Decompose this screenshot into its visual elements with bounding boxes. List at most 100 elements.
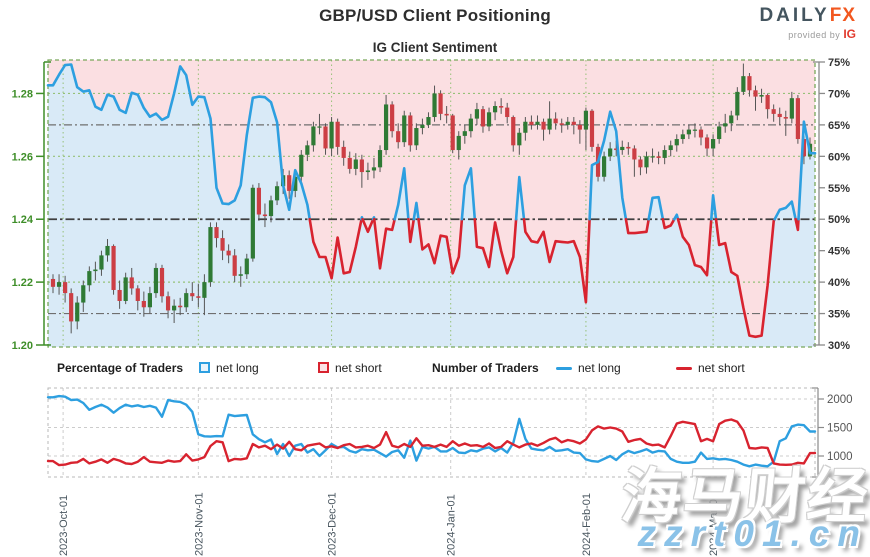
candle-up (81, 285, 86, 303)
candle-down (765, 95, 770, 110)
candle-up (711, 139, 716, 149)
candle-up (608, 148, 613, 157)
candle-up (601, 156, 607, 177)
candles-layer (50, 63, 813, 334)
percent-tick-label: 35% (828, 309, 850, 321)
candle-up (317, 126, 322, 128)
candle-down (704, 137, 710, 149)
watermark-url: zzrt01.cn (637, 513, 868, 554)
candle-down (771, 109, 776, 114)
percent-tick-label: 40% (828, 277, 850, 289)
candle-up (741, 76, 746, 92)
candle-up (244, 258, 249, 275)
candle-down (408, 115, 413, 146)
candle-up (462, 131, 467, 136)
candle-up (93, 269, 98, 272)
candle-down (747, 76, 752, 91)
candle-down (287, 175, 292, 191)
candle-up (184, 293, 189, 308)
candle-up (123, 277, 128, 301)
count-tick-label: 1500 (827, 423, 853, 435)
candle-down (698, 129, 704, 138)
candle-up (456, 135, 461, 151)
net-long-majority-segment (709, 194, 718, 221)
candle-up (723, 123, 728, 127)
chart-subtitle: IG Client Sentiment (372, 40, 498, 55)
net-short-majority-segment (624, 217, 651, 235)
candle-up (329, 121, 334, 149)
candle-down (63, 282, 68, 294)
net-short-majority-segment (361, 217, 375, 234)
candle-up (583, 110, 589, 130)
candle-up (87, 271, 92, 286)
net-short-majority-segment (714, 217, 777, 339)
percent-tick-label: 45% (828, 246, 850, 258)
candle-up (789, 98, 794, 119)
net-short-swatch-icon (318, 362, 329, 373)
net-long-majority-segment (647, 195, 665, 221)
candle-down (656, 156, 661, 158)
candle-up (414, 128, 419, 146)
net-long-majority-segment (412, 201, 420, 221)
date-axis-label: 2024-Feb-01 (581, 493, 593, 556)
candle-down (50, 278, 56, 287)
legend-num-short-label: net short (698, 361, 745, 375)
net-long-majority-segment (588, 110, 628, 221)
candle-up (644, 156, 649, 168)
candle-down (256, 187, 262, 215)
candle-up (680, 134, 685, 140)
candle-up (202, 282, 207, 298)
candle-down (795, 98, 800, 140)
date-axis-label: 2023-Nov-01 (193, 492, 205, 556)
candle-up (75, 302, 80, 322)
candle-down (553, 118, 558, 124)
chart-legend: Percentage of Traders net long net short… (0, 359, 870, 379)
candle-down (341, 146, 346, 158)
candle-up (274, 186, 280, 201)
candle-down (529, 121, 534, 125)
net-long-majority-segment (797, 120, 817, 221)
candle-down (614, 148, 619, 151)
candle-up (523, 121, 528, 133)
legend-pct-short-label: net short (335, 361, 382, 375)
candle-down (589, 110, 595, 147)
candle-down (638, 159, 643, 168)
candle-down (232, 255, 237, 276)
candle-down (577, 124, 582, 130)
candle-down (159, 267, 165, 297)
candle-up (147, 293, 152, 308)
date-axis-label: 2024-Mar-01 (708, 493, 720, 556)
candle-up (56, 282, 62, 287)
page-title: GBP/USD Client Positioning (319, 6, 551, 25)
legend-num-title: Number of Traders (432, 361, 539, 375)
candle-up (565, 121, 570, 125)
candle-up (474, 109, 480, 119)
main-chart (46, 59, 817, 348)
candle-up (759, 95, 764, 97)
price-tick-label: 1.24 (12, 214, 34, 226)
count-line-net-short (46, 418, 817, 467)
candle-up (371, 167, 377, 171)
net-short-majority-segment (794, 217, 800, 232)
candle-down (499, 106, 504, 108)
candle-down (511, 117, 516, 146)
candle-up (492, 106, 498, 113)
candle-up (250, 187, 255, 259)
net-long-majority-segment (672, 213, 680, 221)
percent-tick-label: 75% (828, 57, 850, 69)
dailyfx-brand-text: DAILY (759, 5, 830, 26)
net-short-majority-segment (661, 217, 676, 230)
net-long-line-icon (556, 367, 572, 370)
candle-down (178, 305, 183, 308)
candle-down (632, 148, 637, 160)
candle-up (299, 154, 304, 177)
net-short-majority-segment (308, 217, 363, 280)
main-plot-border (47, 59, 816, 348)
dailyfx-fx-text: FX (829, 5, 856, 26)
price-tick-label: 1.22 (12, 277, 33, 289)
candle-down (626, 146, 631, 149)
candle-down (450, 115, 455, 151)
candle-down (444, 113, 449, 116)
candle-down (335, 121, 340, 147)
